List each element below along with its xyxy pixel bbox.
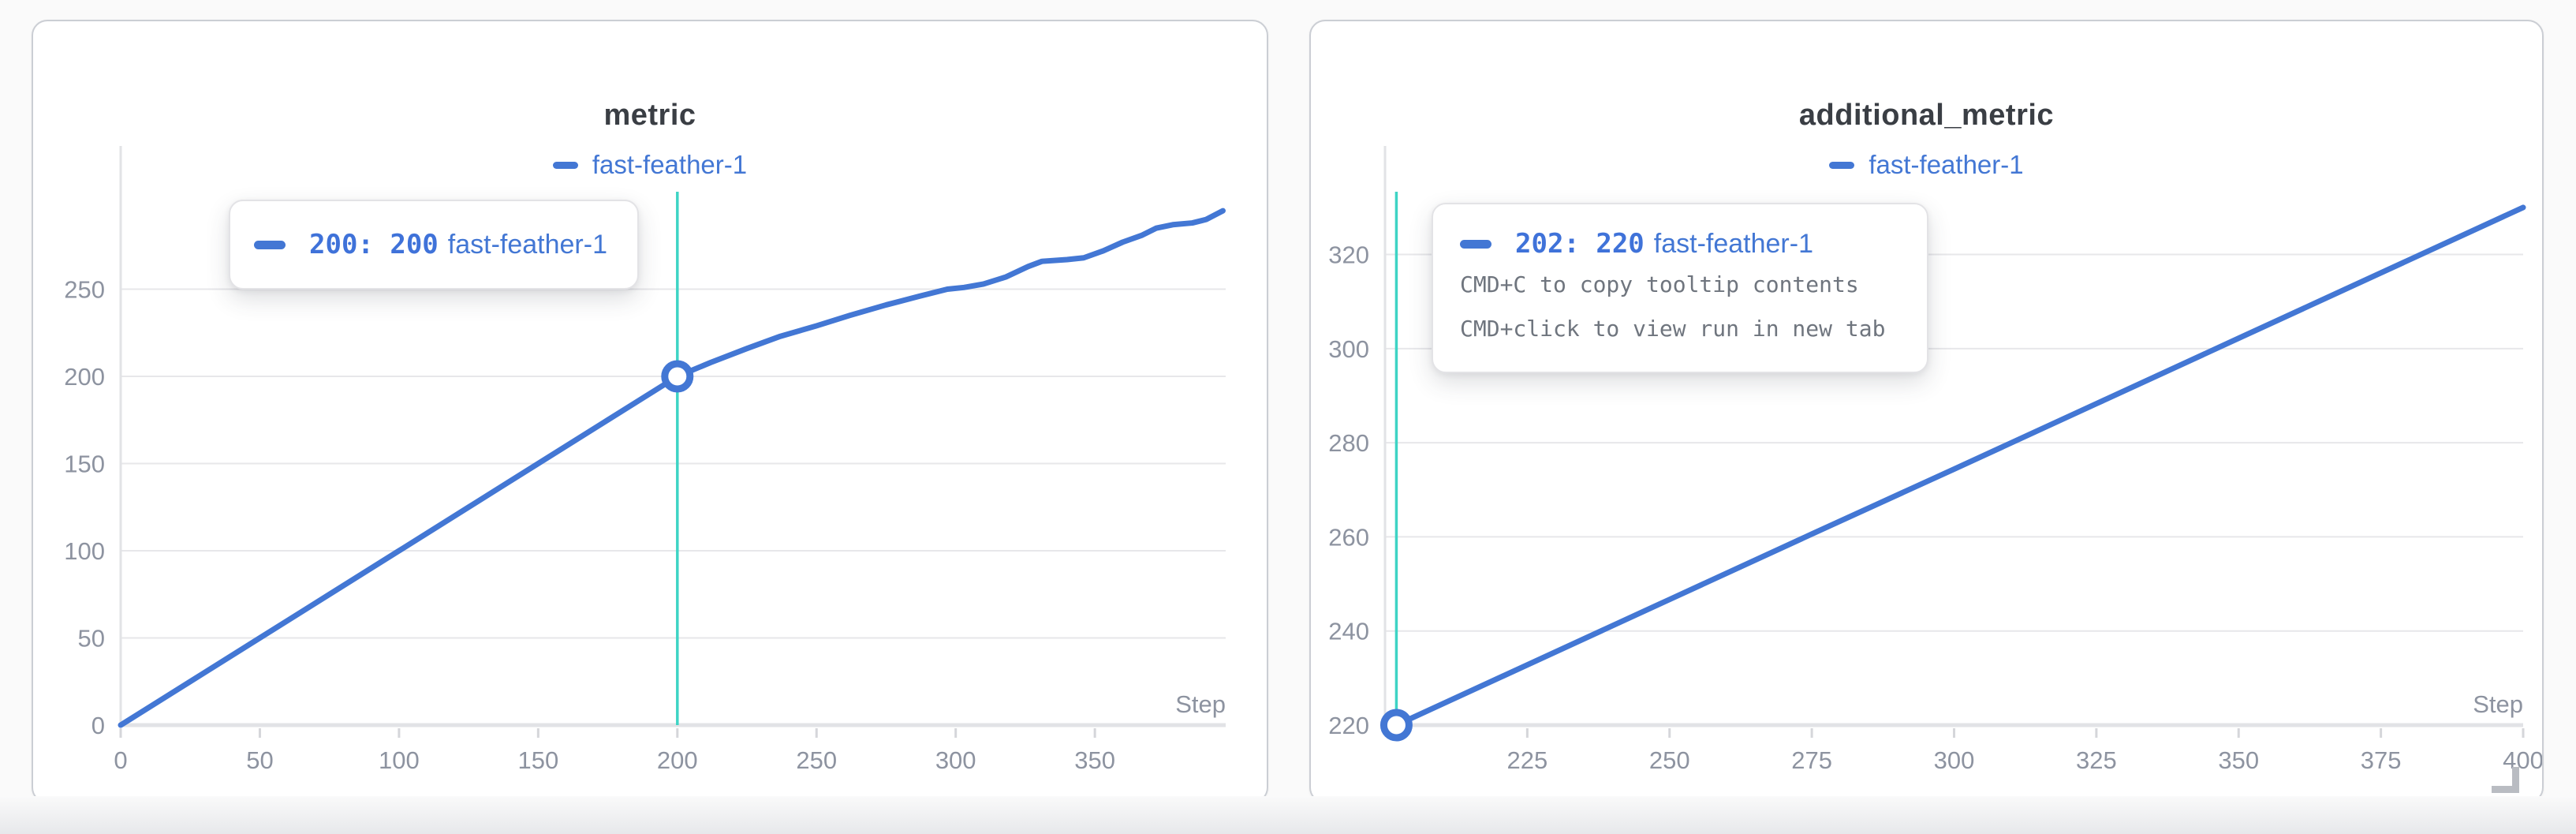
chart-title: metric xyxy=(603,99,696,132)
series-line xyxy=(118,208,1226,728)
legend-run-label[interactable]: fast-feather-1 xyxy=(1869,150,2024,179)
y-tick-label: 260 xyxy=(1328,523,1369,551)
x-axis-title: Step xyxy=(2473,690,2523,718)
panel-metric[interactable]: 0 50 100 150 200 250 0 50 100 150 200 250 300 350 Step… xyxy=(32,20,1268,803)
x-tick-label: 250 xyxy=(1649,746,1690,774)
x-tick-label: 275 xyxy=(1791,746,1832,774)
tooltip-run-name: fast-feather-1 xyxy=(1653,228,1813,259)
y-tick-label: 240 xyxy=(1328,618,1369,645)
y-tick-label: 0 xyxy=(91,712,105,739)
x-tick-label: 200 xyxy=(657,746,698,774)
series-color-dash-icon xyxy=(254,240,286,249)
series-color-dash-icon xyxy=(1460,239,1491,249)
y-tick-label: 280 xyxy=(1328,429,1369,457)
y-tick-label: 300 xyxy=(1328,335,1369,363)
x-tick-label: 150 xyxy=(517,746,558,774)
panel-resize-handle-icon[interactable] xyxy=(2492,767,2519,793)
page-bottom-shade xyxy=(0,796,2576,834)
x-tick-label: 100 xyxy=(379,746,420,774)
x-tick-label: 325 xyxy=(2076,746,2117,774)
x-tick-label: 50 xyxy=(246,746,273,774)
tooltip-hint-copy: CMD+C to copy tooltip contents xyxy=(1460,271,1859,297)
y-tick-label: 150 xyxy=(64,451,105,478)
x-axis-title: Step xyxy=(1175,690,1226,718)
x-tick-label: 375 xyxy=(2361,746,2402,774)
legend-dash-icon xyxy=(1829,161,1855,169)
y-tick-label: 100 xyxy=(64,537,105,565)
chart-legend: fast-feather-1 xyxy=(33,150,1267,180)
y-tick-label: 250 xyxy=(64,276,105,304)
series-line xyxy=(1393,204,2526,728)
x-tick-label: 300 xyxy=(935,746,976,774)
y-tick-label: 220 xyxy=(1328,712,1369,739)
x-tick-label: 250 xyxy=(796,746,837,774)
chart-legend: fast-feather-1 xyxy=(1311,150,2542,180)
y-tick-label: 200 xyxy=(64,363,105,391)
tooltip-step-value: 200: 200 xyxy=(309,229,439,260)
x-tick-label: 0 xyxy=(114,746,127,774)
tooltip-run-name: fast-feather-1 xyxy=(447,229,607,260)
y-tick-label: 50 xyxy=(78,625,105,653)
tooltip-step-value: 202: 220 xyxy=(1515,228,1645,260)
x-tick-label: 350 xyxy=(2218,746,2259,774)
x-tick-label: 350 xyxy=(1074,746,1115,774)
cursor-point-marker xyxy=(661,360,694,393)
panel-additional-metric[interactable]: 220 240 260 280 300 320 225 250 275 300 325 350 375 4… xyxy=(1309,20,2544,803)
x-tick-label: 225 xyxy=(1507,746,1548,774)
x-tick-label: 300 xyxy=(1934,746,1975,774)
tooltip-hint-open: CMD+click to view run in new tab xyxy=(1460,316,1886,342)
chart-plot[interactable]: 0 50 100 150 200 250 0 50 100 150 200 250 300 350 Step xyxy=(33,21,1267,802)
hover-tooltip: 200: 200 fast-feather-1 xyxy=(229,200,639,290)
y-tick-label: 320 xyxy=(1328,241,1369,269)
chart-plot[interactable]: 220 240 260 280 300 320 225 250 275 300 325 350 375 4… xyxy=(1311,21,2542,802)
hover-tooltip: 202: 220 fast-feather-1 CMD+C to copy to… xyxy=(1432,203,1928,373)
x-tick-label: 400 xyxy=(2503,746,2542,774)
legend-dash-icon xyxy=(552,161,578,169)
tooltip-value-row: 202: 220 fast-feather-1 xyxy=(1460,228,1900,260)
cursor-point-marker xyxy=(1379,709,1413,742)
chart-title: additional_metric xyxy=(1798,99,2055,132)
legend-run-label[interactable]: fast-feather-1 xyxy=(592,150,748,179)
